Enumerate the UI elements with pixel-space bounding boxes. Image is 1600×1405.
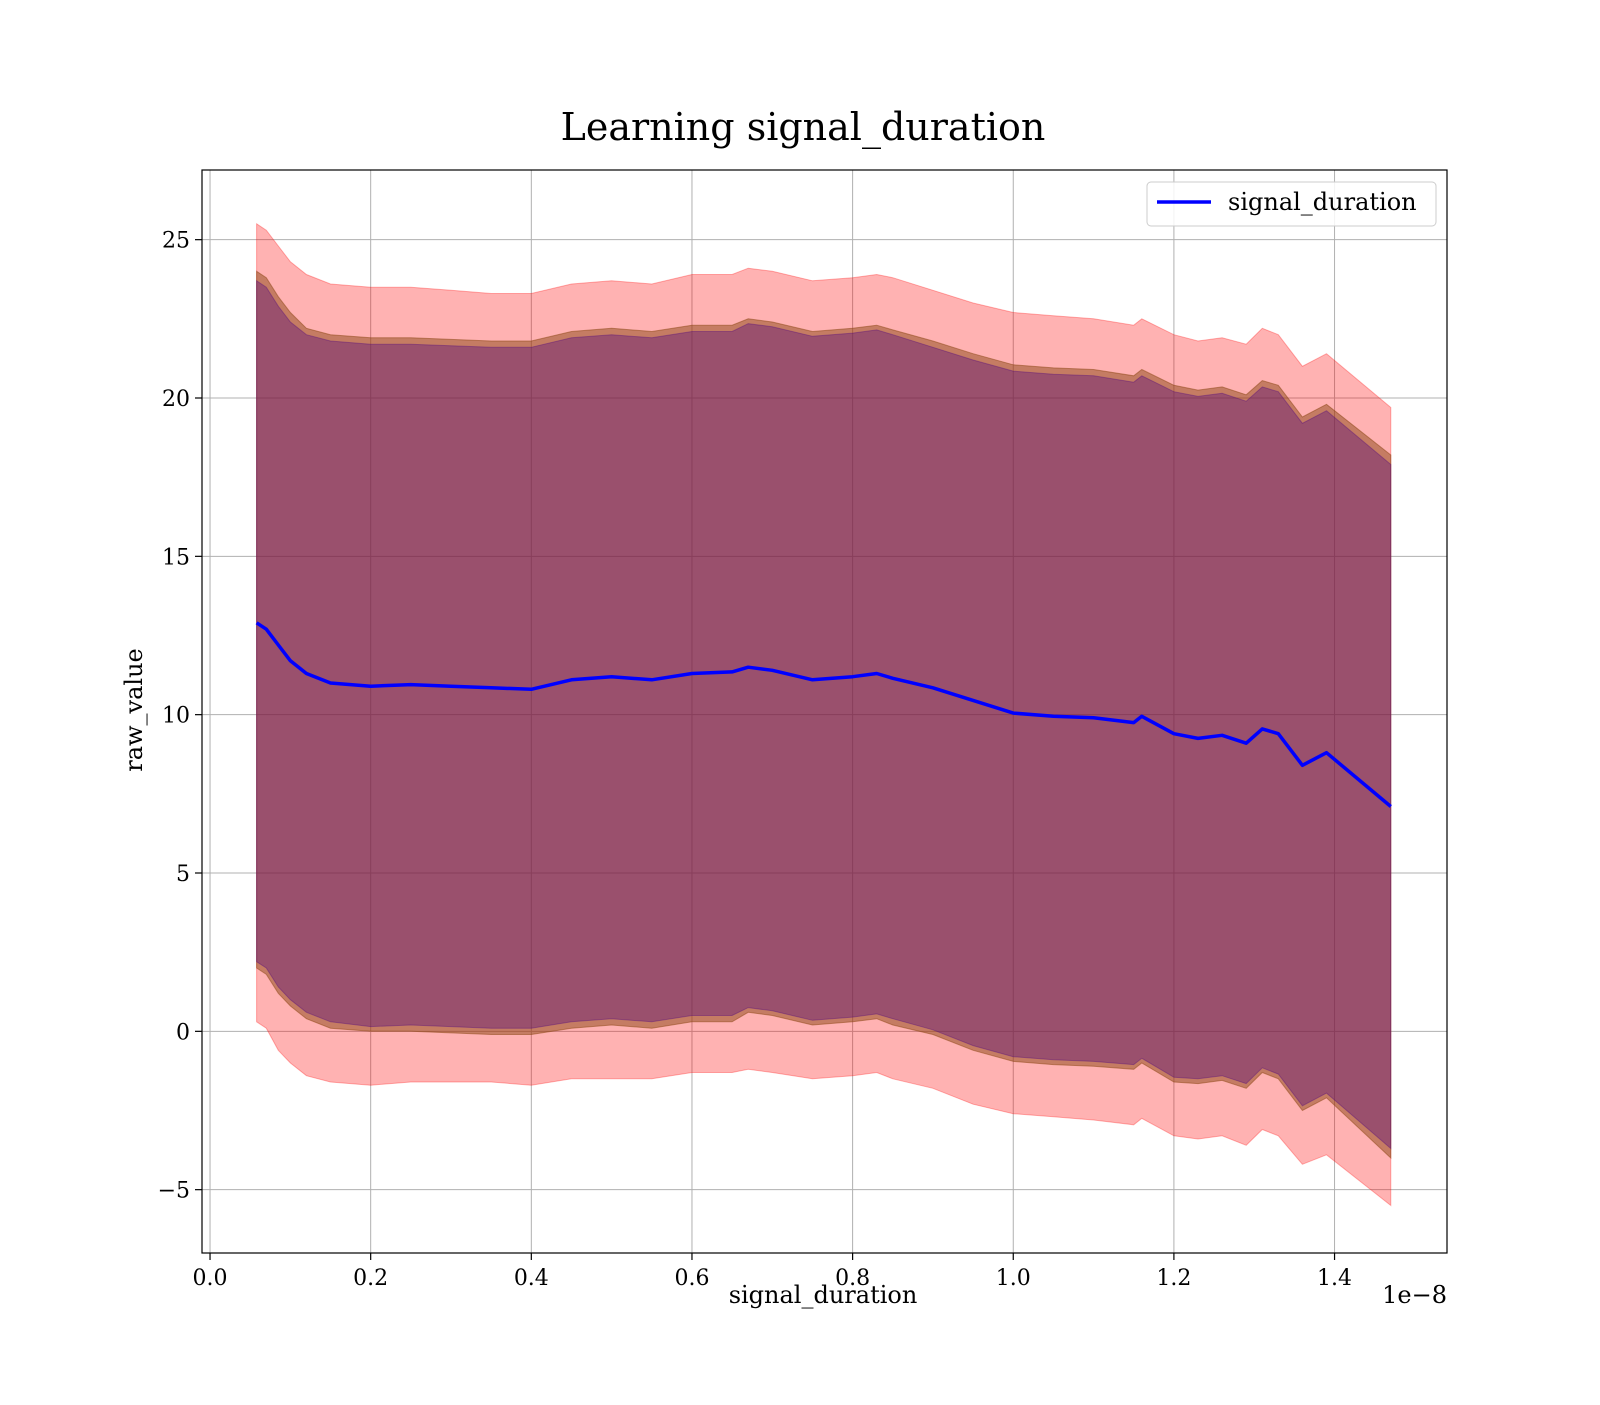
x-tick-label: 1.2 <box>1156 1266 1191 1291</box>
x-tick-label: 0.0 <box>193 1266 228 1291</box>
y-axis-label: raw_value <box>120 648 148 772</box>
y-tick-label: 5 <box>176 862 190 887</box>
x-axis-label: signal_duration <box>729 1281 918 1309</box>
x-axis-offset-label: 1e−8 <box>1382 1281 1447 1309</box>
y-tick-label: 20 <box>162 387 190 412</box>
x-tick-label: 1.4 <box>1317 1266 1352 1291</box>
y-tick-label: 0 <box>176 1020 190 1045</box>
chart-title: Learning signal_duration <box>561 105 1046 150</box>
confidence-band-1 <box>256 270 1392 1160</box>
x-axis-ticks: 0.0 0.2 0.4 0.6 0.8 1.0 1.2 1.4 <box>193 1253 1352 1291</box>
series-line-0 <box>255 621 1392 808</box>
x-tick-label: 0.6 <box>674 1266 709 1291</box>
series-lines <box>255 621 1392 808</box>
legend-box <box>1146 181 1437 227</box>
y-tick-label: 10 <box>162 704 190 729</box>
x-tick-label: 0.4 <box>514 1266 549 1291</box>
y-axis-ticks: −5 0 5 10 15 20 25 <box>158 229 202 1204</box>
plot-frame <box>201 169 1448 1254</box>
y-tick-label: −5 <box>158 1179 190 1204</box>
x-tick-label: 1.0 <box>996 1266 1031 1291</box>
legend: signal_duration <box>1146 181 1437 227</box>
confidence-band-2 <box>256 279 1392 1150</box>
confidence-bands <box>256 222 1392 1207</box>
plot-area <box>201 169 1448 1254</box>
x-tick-label: 0.2 <box>353 1266 388 1291</box>
y-tick-label: 25 <box>162 229 190 254</box>
legend-label-signal-duration: signal_duration <box>1228 188 1417 216</box>
x-tick-label: 0.8 <box>835 1266 870 1291</box>
y-tick-label: 15 <box>162 545 190 570</box>
